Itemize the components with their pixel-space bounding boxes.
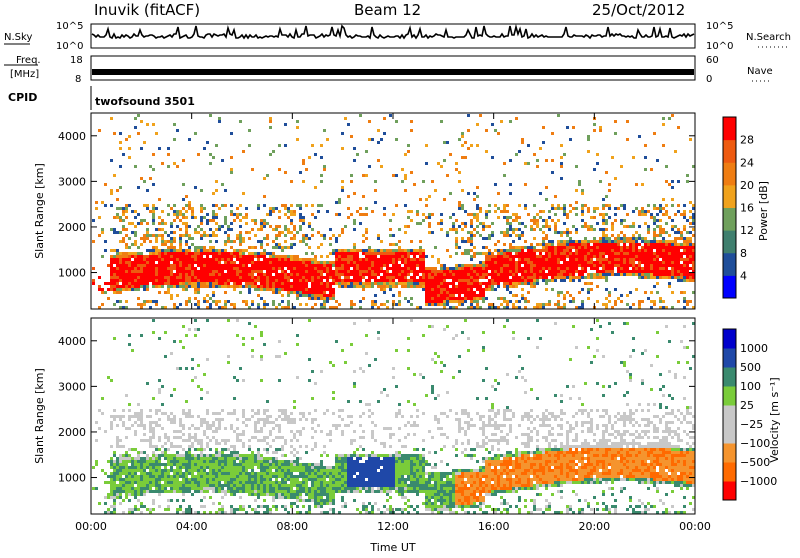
nsky-label: N.Sky: [4, 32, 32, 43]
freq-series: [92, 69, 694, 75]
y-tick-label: 4000: [58, 335, 86, 348]
nave-label: Nave: [747, 66, 773, 77]
power-colorbar-swatch: [723, 275, 736, 298]
x-tick-label: 16:00: [478, 520, 510, 533]
freq-label: Freq.: [16, 55, 41, 66]
velocity-colorbar-label: Velocity [m s⁻¹]: [768, 377, 781, 462]
velocity-panel: 1000 2000 3000 4000 00:00 04:00 08:00 12:00 16:…: [33, 318, 781, 554]
power-colorbar-swatch: [723, 117, 736, 140]
x-tick-label: 04:00: [176, 520, 208, 533]
velocity-colorbar-swatch: [723, 481, 736, 501]
nave-tick-top: 60: [706, 55, 719, 66]
velocity-colorbar-swatch: [723, 443, 736, 463]
y-tick-label: 1000: [58, 472, 86, 485]
nsearch-tick-top: 10^5: [706, 21, 733, 32]
power-colorbar-swatch: [723, 185, 736, 208]
velocity-colorbar-swatch: [723, 348, 736, 368]
y-tick-label: 3000: [58, 380, 86, 393]
velocity-colorbar-tick: 100: [740, 380, 761, 393]
beam-label: Beam 12: [354, 1, 421, 19]
power-colorbar-tick: 20: [740, 179, 754, 192]
cpid-label: CPID: [8, 91, 37, 104]
nsky-series: [92, 26, 694, 38]
power-colorbar-tick: 24: [740, 156, 754, 169]
cpid-value: twofsound 3501: [95, 95, 195, 108]
power-colorbar-tick: 28: [740, 134, 754, 147]
power-colorbar-label: Power [dB]: [757, 181, 770, 241]
station-title: Inuvik (fitACF): [94, 1, 200, 19]
power-panel: 1000 2000 3000 4000 Slant Range [km] 4 8 12 16…: [33, 113, 770, 309]
power-colorbar-tick: 12: [740, 224, 754, 237]
date-label: 25/Oct/2012: [592, 1, 685, 19]
velocity-colorbar-tick: −1000: [740, 475, 777, 488]
y-tick-label: 4000: [58, 130, 86, 143]
velocity-colorbar-tick: 25: [740, 399, 754, 412]
freq-frame: [91, 56, 695, 80]
freq-tick-bottom: 8: [75, 74, 81, 85]
power-colorbar-swatch: [723, 208, 736, 231]
power-colorbar-swatch: [723, 253, 736, 276]
nsearch-label: N.Search: [746, 32, 791, 43]
velocity-colorbar-swatch: [723, 405, 736, 425]
nsky-panel: N.Sky 10^5 10^0 10^5 10^0 N.Search: [4, 21, 791, 52]
velocity-colorbar-tick: −500: [740, 456, 770, 469]
power-ylabel: Slant Range [km]: [33, 163, 46, 259]
freq-tick-top: 18: [70, 55, 83, 66]
power-colorbar-tick: 4: [740, 269, 747, 282]
velocity-colorbar-tick: −25: [740, 418, 763, 431]
power-colorbar-swatch: [723, 140, 736, 163]
nave-tick-bottom: 0: [706, 74, 712, 85]
nsearch-tick-bottom: 10^0: [706, 41, 733, 52]
nsky-tick-top: 10^5: [56, 21, 83, 32]
power-colorbar-tick: 8: [740, 247, 747, 260]
power-colorbar-swatch: [723, 162, 736, 185]
x-tick-label: 20:00: [578, 520, 610, 533]
y-tick-label: 2000: [58, 221, 86, 234]
velocity-colorbar-swatch: [723, 386, 736, 406]
x-tick-label: 12:00: [377, 520, 409, 533]
velocity-colorbar-swatch: [723, 367, 736, 387]
freq-panel: Freq. [MHz] 18 8 60 0 Nave: [4, 55, 773, 85]
x-tick-label: 00:00: [75, 520, 107, 533]
y-tick-label: 1000: [58, 267, 86, 280]
velocity-ylabel: Slant Range [km]: [33, 368, 46, 464]
x-axis-label: Time UT: [369, 541, 415, 554]
power-colorbar-swatch: [723, 230, 736, 253]
velocity-colorbar-tick: 1000: [740, 342, 768, 355]
freq-units: [MHz]: [10, 69, 39, 80]
velocity-colorbar-swatch: [723, 424, 736, 444]
nsky-tick-bottom: 10^0: [56, 41, 83, 52]
y-tick-label: 3000: [58, 175, 86, 188]
velocity-colorbar-swatch: [723, 329, 736, 349]
x-tick-label: 08:00: [276, 520, 308, 533]
velocity-heatmap: [92, 319, 695, 514]
power-heatmap: [92, 114, 695, 309]
velocity-colorbar-tick: 500: [740, 361, 761, 374]
velocity-colorbar-swatch: [723, 462, 736, 482]
velocity-colorbar-tick: −100: [740, 437, 770, 450]
power-colorbar-tick: 16: [740, 202, 754, 215]
x-tick-label: 00:00: [679, 520, 711, 533]
y-tick-label: 2000: [58, 426, 86, 439]
